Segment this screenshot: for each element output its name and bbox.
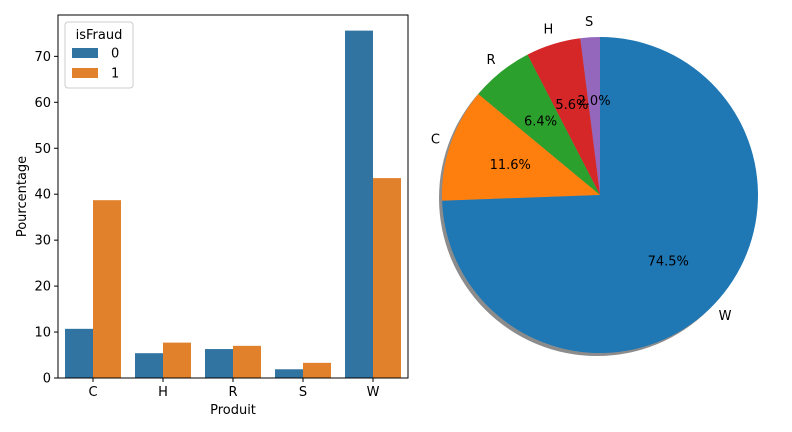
legend: isFraud 0 1 xyxy=(64,21,134,89)
x-tick-label: H xyxy=(158,385,168,400)
legend-swatch-0 xyxy=(72,48,98,58)
pie-pct-label-W: 74.5% xyxy=(648,254,689,269)
pie-label-C: C xyxy=(431,133,440,148)
bar-W-series-0 xyxy=(345,30,373,379)
bar-S-series-0 xyxy=(275,369,303,378)
y-axis-label: Pourcentage xyxy=(15,156,30,237)
pie-slice-C xyxy=(442,94,600,201)
y-tick-label: 20 xyxy=(34,280,51,295)
pie-pct-label-R: 6.4% xyxy=(524,115,557,130)
pie-pct-label-S: 2.0% xyxy=(578,94,611,109)
pie-slice-H xyxy=(527,38,600,195)
y-tick-label: 30 xyxy=(34,234,51,249)
y-tick-label: 70 xyxy=(34,50,51,65)
pie-label-R: R xyxy=(486,53,495,68)
bar-H-series-0 xyxy=(135,353,163,378)
pie-slice-W xyxy=(442,37,758,353)
bar-R-series-0 xyxy=(205,349,233,378)
pie-pct-label-H: 5.6% xyxy=(555,98,588,113)
legend-label-1: 1 xyxy=(111,67,119,82)
pie-label-S: S xyxy=(585,15,593,30)
pie-chart: S 2.0% H 5.6% R 6.4% C 11.6% W 74.5% xyxy=(431,15,758,356)
pie-pct-label-C: 11.6% xyxy=(490,158,531,173)
bar-series-group xyxy=(65,30,401,379)
x-tick-label: W xyxy=(367,385,380,400)
bar-R-series-1 xyxy=(233,345,261,378)
x-tick-label: C xyxy=(88,385,97,400)
y-tick-label: 60 xyxy=(34,96,51,111)
legend-title: isFraud xyxy=(76,28,123,43)
y-axis-ticks: 0 10 20 30 40 50 60 70 xyxy=(34,50,58,387)
pie-slice-S xyxy=(580,37,600,195)
y-tick-label: 40 xyxy=(34,188,51,203)
x-tick-label: S xyxy=(299,385,307,400)
legend-label-0: 0 xyxy=(111,47,119,62)
pie-slice-R xyxy=(478,54,600,195)
pie-label-H: H xyxy=(544,23,554,38)
bar-W-series-1 xyxy=(373,178,401,378)
y-tick-label: 50 xyxy=(34,142,51,157)
y-tick-label: 0 xyxy=(43,372,51,387)
x-tick-label: R xyxy=(228,385,237,400)
y-tick-label: 10 xyxy=(34,326,51,341)
x-axis-label: Produit xyxy=(210,403,256,418)
legend-swatch-1 xyxy=(72,68,98,78)
pie-label-W: W xyxy=(719,309,732,324)
bar-S-series-1 xyxy=(303,362,331,378)
bar-H-series-1 xyxy=(163,342,191,378)
bar-C-series-1 xyxy=(93,200,121,378)
bar-C-series-0 xyxy=(65,328,93,378)
